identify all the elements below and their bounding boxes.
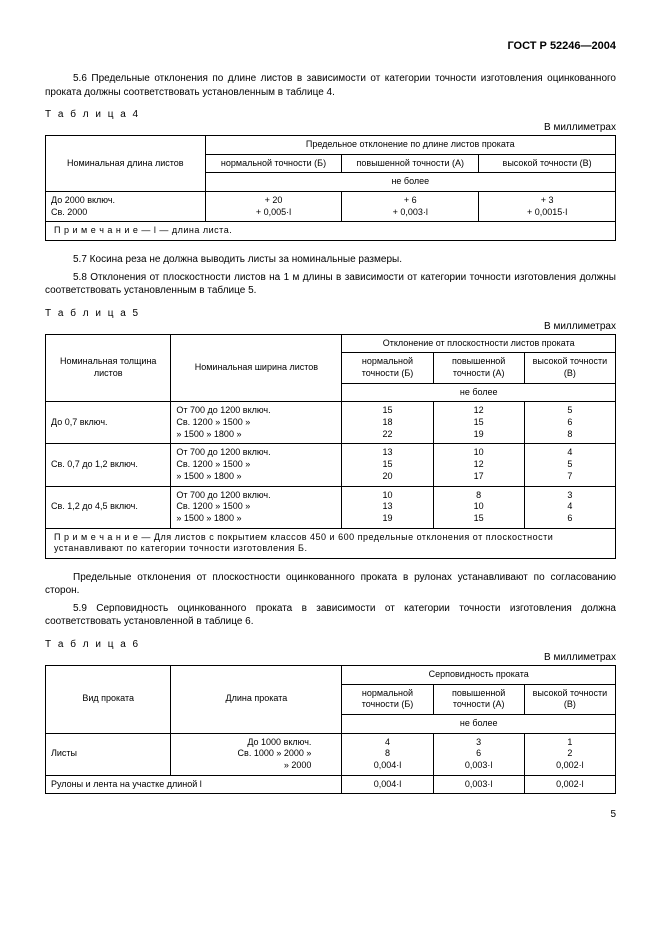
t5-r1v3: 5 6 8: [524, 402, 615, 444]
t6-h-type: Вид проката: [46, 665, 171, 733]
t4-r1c3: + 3 + 0,0015·l: [479, 192, 616, 222]
t6-r2c0: Рулоны и лента на участке длиной l: [46, 775, 342, 794]
t5-r3v3: 3 4 6: [524, 486, 615, 528]
table5: Номинальная толщина листов Номинальная ш…: [45, 334, 616, 559]
t6-r1v3: 1 2 0,002·l: [524, 733, 615, 775]
t6-h-c1: нормальной точности (Б): [342, 684, 433, 714]
t4-note: П р и м е ч а н и е — l — длина листа.: [46, 222, 616, 241]
t4-r1c1: + 20 + 0,005·l: [205, 192, 342, 222]
t6-r2v1: 0,004·l: [342, 775, 433, 794]
t5-r3c1: От 700 до 1200 включ. Св. 1200 » 1500 » …: [171, 486, 342, 528]
t4-h-c3: высокой точности (В): [479, 154, 616, 173]
t6-r1v1: 4 8 0,004·l: [342, 733, 433, 775]
para-after-t5: Предельные отклонения от плоскостности о…: [45, 571, 616, 598]
para-5-6: 5.6 Предельные отклонения по длине листо…: [45, 72, 616, 99]
t6-h-c3: высокой точности (В): [524, 684, 615, 714]
table4-units: В миллиметрах: [45, 122, 616, 133]
t5-r1v2: 12 15 19: [433, 402, 524, 444]
t4-h-dev: Предельное отклонение по длине листов пр…: [205, 136, 615, 155]
t4-h-c1: нормальной точности (Б): [205, 154, 342, 173]
t5-h-c3: высокой точности (В): [524, 353, 615, 383]
t5-h-width: Номинальная ширина листов: [171, 334, 342, 402]
para-5-9: 5.9 Серповидность оцинкованного проката …: [45, 602, 616, 629]
t5-r3c0: Св. 1,2 до 4,5 включ.: [46, 486, 171, 528]
table4-label: Т а б л и ц а 4: [45, 109, 616, 120]
t5-r2v2: 10 12 17: [433, 444, 524, 486]
t4-r1c0: До 2000 включ. Св. 2000: [46, 192, 206, 222]
table6-units: В миллиметрах: [45, 652, 616, 663]
t6-r1c1: До 1000 включ. Св. 1000 » 2000 » » 2000: [171, 733, 342, 775]
document-header: ГОСТ Р 52246—2004: [45, 40, 616, 52]
t6-r1c0: Листы: [46, 733, 171, 775]
t6-h-c2: повышенной точности (А): [433, 684, 524, 714]
t4-h-c2: повышенной точности (А): [342, 154, 479, 173]
t6-r1v2: 3 6 0,003·l: [433, 733, 524, 775]
t5-h-dev: Отклонение от плоскостности листов прока…: [342, 334, 616, 353]
t5-r2c0: Св. 0,7 до 1,2 включ.: [46, 444, 171, 486]
t5-r1v1: 15 18 22: [342, 402, 433, 444]
table6-label: Т а б л и ц а 6: [45, 639, 616, 650]
t4-h-nominal: Номинальная длина листов: [46, 136, 206, 192]
t5-r1c1: От 700 до 1200 включ. Св. 1200 » 1500 » …: [171, 402, 342, 444]
table4: Номинальная длина листов Предельное откл…: [45, 135, 616, 241]
table5-label: Т а б л и ц а 5: [45, 308, 616, 319]
para-5-8: 5.8 Отклонения от плоскостности листов н…: [45, 271, 616, 298]
t6-h-notmore: не более: [342, 715, 616, 734]
t5-h-c2: повышенной точности (А): [433, 353, 524, 383]
page-number: 5: [45, 809, 616, 820]
t5-r2c1: От 700 до 1200 включ. Св. 1200 » 1500 » …: [171, 444, 342, 486]
t5-h-c1: нормальной точности (Б): [342, 353, 433, 383]
t6-h-dev: Серповидность проката: [342, 665, 616, 684]
t6-r2v3: 0,002·l: [524, 775, 615, 794]
t5-r2v3: 4 5 7: [524, 444, 615, 486]
t5-h-notmore: не более: [342, 383, 616, 402]
t6-r2v2: 0,003·l: [433, 775, 524, 794]
t5-r3v1: 10 13 19: [342, 486, 433, 528]
t6-h-len: Длина проката: [171, 665, 342, 733]
para-5-7: 5.7 Косина реза не должна выводить листы…: [45, 253, 616, 267]
t4-h-notmore: не более: [205, 173, 615, 192]
table6: Вид проката Длина проката Серповидность …: [45, 665, 616, 795]
t5-r3v2: 8 10 15: [433, 486, 524, 528]
table5-units: В миллиметрах: [45, 321, 616, 332]
t5-note: П р и м е ч а н и е — Для листов с покры…: [46, 528, 616, 558]
t5-r1c0: До 0,7 включ.: [46, 402, 171, 444]
t5-h-thick: Номинальная толщина листов: [46, 334, 171, 402]
t5-r2v1: 13 15 20: [342, 444, 433, 486]
t4-r1c2: + 6 + 0,003·l: [342, 192, 479, 222]
